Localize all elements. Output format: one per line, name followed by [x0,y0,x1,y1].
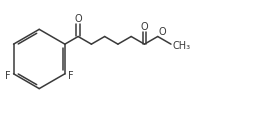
Text: O: O [74,14,82,24]
Text: CH₃: CH₃ [172,40,190,50]
Text: O: O [158,26,166,36]
Text: F: F [68,70,73,80]
Text: O: O [141,22,148,32]
Text: F: F [5,70,11,80]
